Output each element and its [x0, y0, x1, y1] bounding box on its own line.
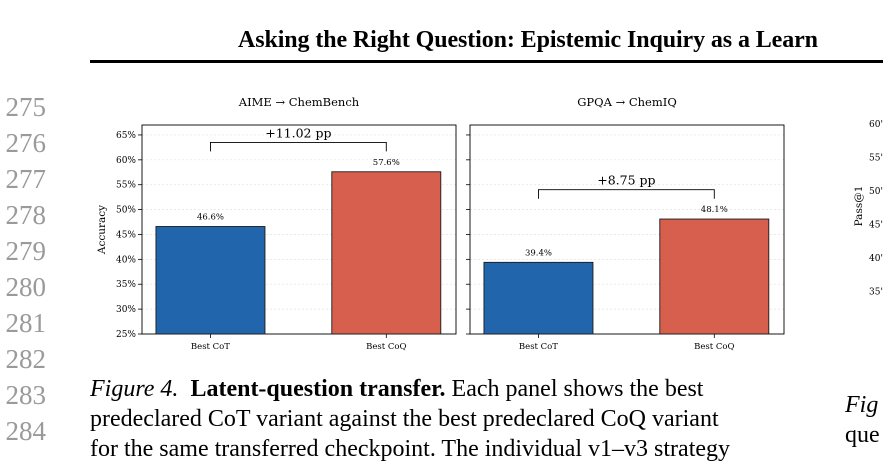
line-number: 275 [5, 92, 47, 122]
bar-value-label: 46.6% [197, 213, 224, 223]
panel-title: AIME → ChemBench [238, 95, 360, 109]
line-number: 281 [5, 308, 47, 338]
line-number: 279 [5, 236, 47, 266]
line-number: 283 [5, 380, 47, 410]
bar-value-label: 39.4% [525, 248, 552, 258]
figure-caption: Figure 4. Latent-question transfer. Each… [90, 374, 794, 464]
caption-text: predeclared CoT variant against the best… [90, 406, 719, 432]
axes-frame [141, 124, 457, 335]
y-tick-label: 40' [869, 254, 883, 264]
bar [659, 218, 770, 335]
caption-text: for the same transferred checkpoint. The… [90, 436, 731, 462]
caption-line: Figure 4. Latent-question transfer. Each… [90, 374, 794, 404]
figure-4-chart: AIME → ChemBench 25% 30% 35% 40% 45% 50% 55% 60%… [96, 95, 883, 352]
significance-bracket [538, 189, 715, 199]
delta-label: +11.02 pp [265, 125, 331, 140]
y-tick-label: 65% [116, 131, 136, 141]
x-tick-label: Best CoT [519, 342, 558, 352]
line-number: 282 [5, 344, 47, 374]
y-axis-label: Accuracy [96, 205, 108, 255]
x-tick-label: Best CoQ [694, 342, 734, 352]
bar-value-label: 57.6% [373, 158, 400, 168]
bar [483, 261, 594, 335]
line-number: 280 [5, 272, 47, 302]
panel-title: GPQA → ChemIQ [577, 95, 677, 109]
caption-figure-label: Figure 4. [90, 376, 179, 402]
y-tick-label: 25% [116, 330, 136, 340]
delta-label: +8.75 pp [597, 173, 655, 188]
bar [155, 226, 266, 335]
y-tick-label: 60' [869, 120, 883, 130]
bar-value-label: 48.1% [701, 205, 728, 215]
line-number: 284 [5, 416, 47, 446]
axes-frame [469, 124, 785, 335]
y-tick-label: 30% [116, 305, 136, 315]
y-tick-label: 55' [869, 154, 883, 164]
y-tick-label: 40% [116, 255, 136, 265]
header-rule [90, 60, 883, 63]
significance-bracket [210, 141, 387, 152]
y-tick-label: 35' [869, 288, 883, 298]
line-number: 276 [5, 128, 47, 158]
y-tick-label: 35% [116, 280, 136, 290]
y-tick-label: 50' [869, 187, 883, 197]
line-number: 278 [5, 200, 47, 230]
x-tick-label: Best CoT [191, 342, 230, 352]
running-header-title: Asking the Right Question: Epistemic Inq… [238, 27, 818, 53]
right-caption-label: Fig [845, 392, 879, 418]
line-number: 277 [5, 164, 47, 194]
y-tick-label: 50% [116, 206, 136, 216]
caption-title: Latent-question transfer. [190, 376, 446, 402]
x-tick-label: Best CoQ [366, 342, 406, 352]
right-column-caption: Fig que [845, 390, 880, 450]
y-tick-label: 45% [116, 230, 136, 240]
y-axis-label: Pass@1 [853, 186, 865, 227]
y-tick-label: 60% [116, 156, 136, 166]
y-tick-label: 45' [869, 221, 883, 231]
bar [331, 171, 442, 335]
right-caption-text: que [845, 422, 880, 448]
caption-text: Each panel shows the best [445, 376, 704, 402]
y-tick-label: 55% [116, 181, 136, 191]
